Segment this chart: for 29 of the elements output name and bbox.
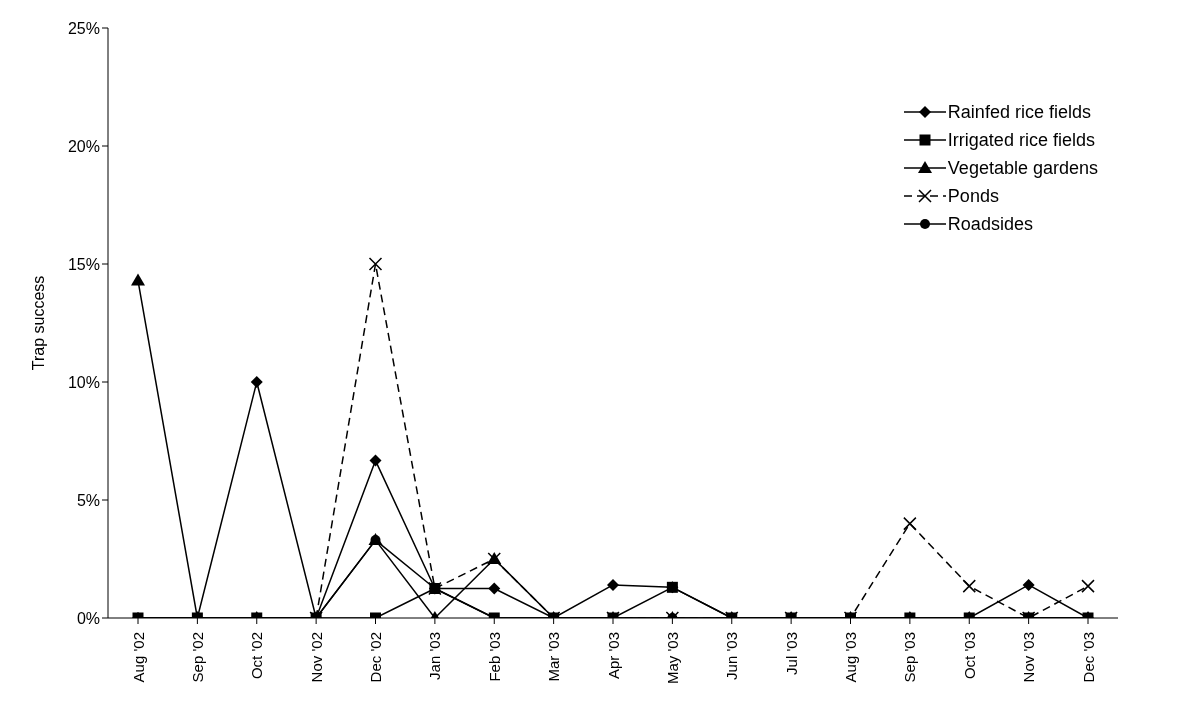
legend-label: Irrigated rice fields [947,129,1095,151]
y-tick-label: 20% [67,137,100,155]
x-tick-label: Jun '03 [723,632,741,680]
x-tick-label: Dec '02 [367,632,384,683]
x-tick-label: Sep '02 [188,632,206,683]
x-tick-label: Feb '03 [485,632,503,682]
legend-label: Rainfed rice fields [947,101,1091,123]
x-tick-label: Jan '03 [426,632,444,680]
x-tick-label: Oct '03 [960,632,978,680]
x-tick-label: Aug '02 [129,632,147,683]
legend-label: Roadsides [947,213,1033,235]
y-tick-label: 25% [67,19,100,37]
y-tick-label: 10% [67,373,100,391]
x-tick-label: Mar '03 [545,632,563,682]
x-tick-label: Aug '03 [842,632,859,683]
x-tick-label: Nov '03 [1020,632,1038,683]
y-tick-label: 15% [67,255,100,273]
legend-label: Ponds [947,185,999,207]
x-tick-label: Oct '02 [248,632,266,680]
y-tick-label: 0% [76,609,100,627]
x-tick-label: Dec '03 [1079,632,1097,683]
y-axis-title: Trap success [29,275,47,371]
x-tick-label: Nov '02 [307,632,325,683]
x-tick-label: May '03 [663,632,681,685]
x-tick-label: Sep '03 [901,632,919,683]
legend-label: Vegetable gardens [947,157,1098,179]
x-tick-label: Jul '03 [782,632,800,675]
x-tick-label: Apr '03 [604,632,622,680]
y-tick-label: 5% [76,491,100,509]
